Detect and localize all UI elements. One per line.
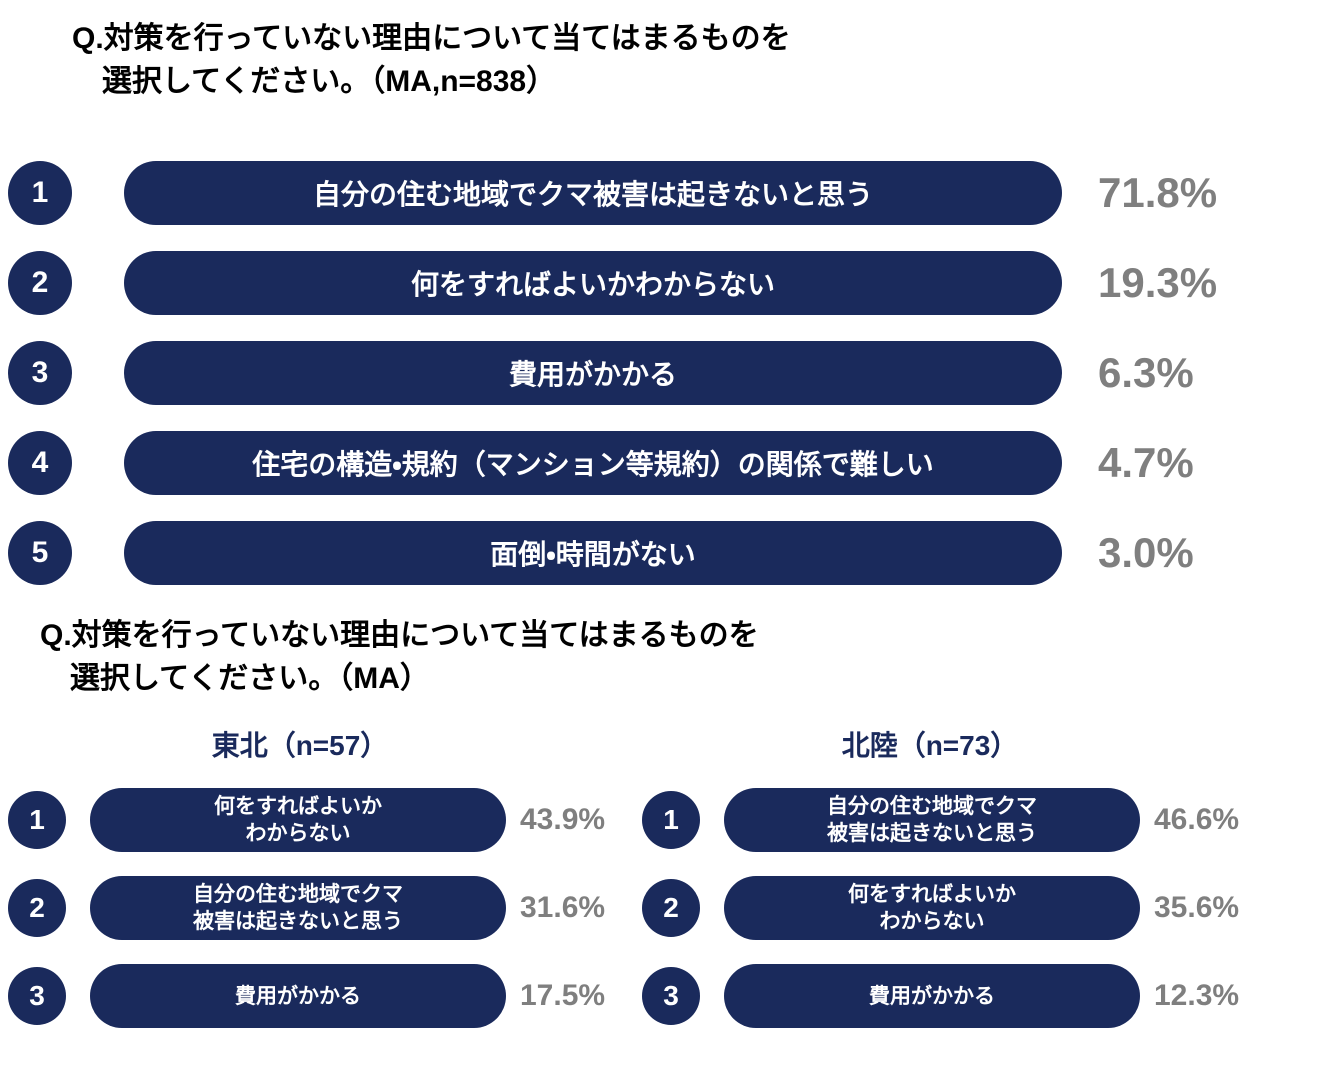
section1-ranking-list: 1 自分の住む地域でクマ被害は起きないと思う 71.8% 2 何をすればよいかわ… <box>0 161 1338 586</box>
percent-value: 71.8% <box>1098 169 1218 217</box>
rank-badge: 1 <box>642 791 700 850</box>
answer-pill: 自分の住む地域でクマ 被害は起きないと思う <box>90 876 506 941</box>
ranking-row-5: 5 面倒・時間がない 3.0% <box>8 521 1338 586</box>
rank-badge: 1 <box>8 791 66 850</box>
rank-badge: 2 <box>8 251 72 316</box>
answer-pill: 自分の住む地域でクマ被害は起きないと思う <box>124 161 1062 226</box>
answer-pill: 住宅の構造・規約（マンション等規約）の関係で難しい <box>124 431 1062 496</box>
section1-question-title: Q.対策を行っていない理由について当てはまるものを 選択してください。（MA,n… <box>0 0 1338 103</box>
section2-title-line2: 選択してください。（MA） <box>70 661 430 695</box>
percent-value: 46.6% <box>1154 803 1240 837</box>
ranking-row-1: 1 自分の住む地域でクマ 被害は起きないと思う 46.6% <box>642 788 1250 853</box>
rank-badge: 3 <box>8 967 66 1026</box>
rank-badge: 4 <box>8 431 72 496</box>
ranking-row-3: 3 費用がかかる 12.3% <box>642 964 1250 1029</box>
answer-pill: 何をすればよいか わからない <box>724 876 1140 941</box>
region-header-hokuriku: 北陸（n=73） <box>841 730 1019 762</box>
rank-badge: 2 <box>642 879 700 938</box>
section2-title-line1: Q.対策を行っていない理由について当てはまるものを <box>40 619 759 653</box>
ranking-row-3: 3 費用がかかる 6.3% <box>8 341 1338 406</box>
answer-pill: 費用がかかる <box>124 341 1062 406</box>
rank-badge: 3 <box>8 341 72 406</box>
region-header-tohoku: 東北（n=57） <box>211 730 389 762</box>
percent-value: 19.3% <box>1098 259 1218 307</box>
answer-pill: 何をすればよいかわからない <box>124 251 1062 316</box>
region-headers: 東北（n=57） 北陸（n=73） <box>0 724 1338 764</box>
answer-pill: 費用がかかる <box>90 964 506 1029</box>
section1-title-line2: 選択してください。（MA,n=838） <box>102 64 557 98</box>
ranking-row-1: 1 何をすればよいか わからない 43.9% <box>8 788 616 853</box>
answer-pill: 何をすればよいか わからない <box>90 788 506 853</box>
percent-value: 6.3% <box>1098 349 1194 397</box>
ranking-row-4: 4 住宅の構造・規約（マンション等規約）の関係で難しい 4.7% <box>8 431 1338 496</box>
answer-pill: 費用がかかる <box>724 964 1140 1029</box>
section2-columns: 1 何をすればよいか わからない 43.9% 2 自分の住む地域でクマ 被害は起… <box>0 788 1338 1052</box>
answer-pill: 自分の住む地域でクマ 被害は起きないと思う <box>724 788 1140 853</box>
percent-value: 43.9% <box>520 803 606 837</box>
answer-pill: 面倒・時間がない <box>124 521 1062 586</box>
percent-value: 4.7% <box>1098 439 1194 487</box>
rank-badge: 1 <box>8 161 72 226</box>
section2-question-title: Q.対策を行っていない理由について当てはまるものを 選択してください。（MA） <box>0 615 1338 700</box>
ranking-group-tohoku: 1 何をすればよいか わからない 43.9% 2 自分の住む地域でクマ 被害は起… <box>8 788 616 1052</box>
ranking-group-hokuriku: 1 自分の住む地域でクマ 被害は起きないと思う 46.6% 2 何をすればよいか… <box>642 788 1250 1052</box>
ranking-row-2: 2 何をすればよいかわからない 19.3% <box>8 251 1338 316</box>
rank-badge: 5 <box>8 521 72 586</box>
rank-badge: 3 <box>642 967 700 1026</box>
percent-value: 3.0% <box>1098 529 1194 577</box>
percent-value: 12.3% <box>1154 979 1240 1013</box>
percent-value: 35.6% <box>1154 891 1240 925</box>
percent-value: 31.6% <box>520 891 606 925</box>
percent-value: 17.5% <box>520 979 606 1013</box>
ranking-row-1: 1 自分の住む地域でクマ被害は起きないと思う 71.8% <box>8 161 1338 226</box>
rank-badge: 2 <box>8 879 66 938</box>
ranking-row-2: 2 何をすればよいか わからない 35.6% <box>642 876 1250 941</box>
ranking-row-3: 3 費用がかかる 17.5% <box>8 964 616 1029</box>
section1-title-line1: Q.対策を行っていない理由について当てはまるものを <box>72 22 791 55</box>
ranking-row-2: 2 自分の住む地域でクマ 被害は起きないと思う 31.6% <box>8 876 616 941</box>
